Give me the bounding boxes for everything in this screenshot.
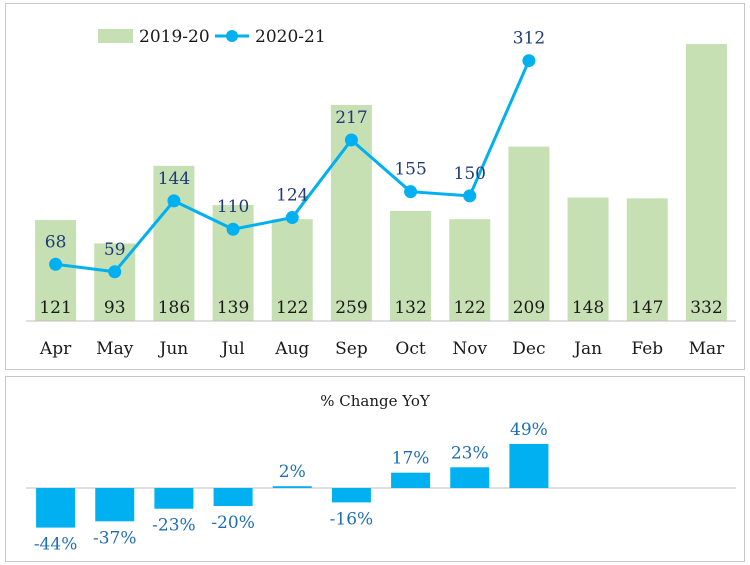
main-chart: 121 93 186 139 122 259 132 122 209 148 147 332 Apr Ma… <box>26 27 736 359</box>
yoy-label-apr: -44% <box>34 535 78 555</box>
bar-label-may: 93 <box>104 298 126 318</box>
point-label-nov: 150 <box>454 164 486 184</box>
yoy-bar-aug <box>272 486 312 488</box>
point-label-may: 59 <box>104 240 126 260</box>
x-tick-label-oct: Oct <box>395 339 425 359</box>
bar-2019-20-nov <box>449 219 491 321</box>
point-label-sep: 217 <box>335 108 367 128</box>
bar-2019-20-aug <box>271 219 313 321</box>
yoy-label-may: -37% <box>93 528 137 548</box>
x-tick-label-may: May <box>96 339 134 359</box>
point-label-jun: 144 <box>158 169 190 189</box>
x-tick-label-jan: Jan <box>572 339 602 359</box>
bar-2019-20-oct <box>390 210 432 321</box>
legend-swatch-2019-20 <box>98 29 133 43</box>
yoy-bar-may <box>95 488 135 522</box>
x-tick-label-apr: Apr <box>39 339 72 359</box>
point-2020-21-nov <box>463 189 477 203</box>
point-label-apr: 68 <box>45 232 67 252</box>
yoy-bar-oct <box>391 472 431 488</box>
bar-2019-20-feb <box>626 198 668 321</box>
legend-label-2020-21: 2020-21 <box>255 27 326 47</box>
x-tick-label-feb: Feb <box>631 339 663 359</box>
x-tick-label-aug: Aug <box>274 339 309 359</box>
yoy-label-sep: -16% <box>330 509 374 529</box>
bar-label-dec: 209 <box>513 298 545 318</box>
yoy-chart-panel: % Change YoY -44% -37% -23% -20% 2% -16% 17% 23%… <box>5 376 745 562</box>
yoy-label-aug: 2% <box>279 462 306 482</box>
bar-label-jan: 148 <box>572 298 604 318</box>
point-2020-21-sep <box>344 133 358 147</box>
point-label-aug: 124 <box>276 186 308 206</box>
yoy-bar-jul <box>213 488 253 506</box>
bar-label-nov: 122 <box>454 298 486 318</box>
x-tick-label-sep: Sep <box>335 339 368 359</box>
x-tick-label-jun: Jun <box>158 339 189 359</box>
bar-2019-20-jan <box>567 197 609 321</box>
point-label-oct: 155 <box>394 160 426 180</box>
yoy-bar-dec <box>509 443 549 488</box>
yoy-label-jun: -23% <box>152 516 196 536</box>
bar-label-sep: 259 <box>335 298 367 318</box>
x-tick-label-mar: Mar <box>689 339 726 359</box>
main-chart-panel: 121 93 186 139 122 259 132 122 209 148 147 332 Apr Ma… <box>5 3 745 370</box>
point-2020-21-aug <box>285 211 299 225</box>
yoy-chart: % Change YoY -44% -37% -23% -20% 2% -16% 17% 23%… <box>26 392 736 555</box>
bar-label-feb: 147 <box>631 298 663 318</box>
point-2020-21-jul <box>226 222 240 236</box>
point-2020-21-jun <box>167 194 181 208</box>
bar-2019-20-jun <box>153 165 195 321</box>
bar-label-jun: 186 <box>158 298 190 318</box>
point-2020-21-dec <box>522 54 536 68</box>
yoy-label-oct: 17% <box>392 449 430 469</box>
point-2020-21-oct <box>404 185 418 199</box>
point-label-jul: 110 <box>217 197 249 217</box>
point-label-dec: 312 <box>513 29 545 49</box>
bar-label-mar: 332 <box>690 298 722 318</box>
bar-2019-20-dec <box>508 146 550 321</box>
yoy-chart-title: % Change YoY <box>320 392 431 410</box>
yoy-bar-apr <box>36 488 76 528</box>
x-tick-label-dec: Dec <box>512 339 545 359</box>
yoy-bar-jun <box>154 488 194 509</box>
x-tick-label-nov: Nov <box>452 339 487 359</box>
yoy-label-dec: 49% <box>510 420 548 440</box>
point-2020-21-may <box>108 265 122 279</box>
point-2020-21-apr <box>49 257 63 271</box>
yoy-label-nov: 23% <box>451 443 489 463</box>
bar-2019-20-mar <box>685 44 727 321</box>
yoy-bar-nov <box>450 467 490 488</box>
yoy-bar-sep <box>331 488 371 503</box>
bar-label-aug: 122 <box>276 298 308 318</box>
bar-label-oct: 132 <box>394 298 426 318</box>
legend-marker-2020-21 <box>226 30 238 42</box>
bar-label-apr: 121 <box>39 298 71 318</box>
yoy-label-jul: -20% <box>211 513 255 533</box>
x-tick-label-jul: Jul <box>219 339 244 359</box>
legend-label-2019-20: 2019-20 <box>139 27 210 47</box>
bar-label-jul: 139 <box>217 298 249 318</box>
